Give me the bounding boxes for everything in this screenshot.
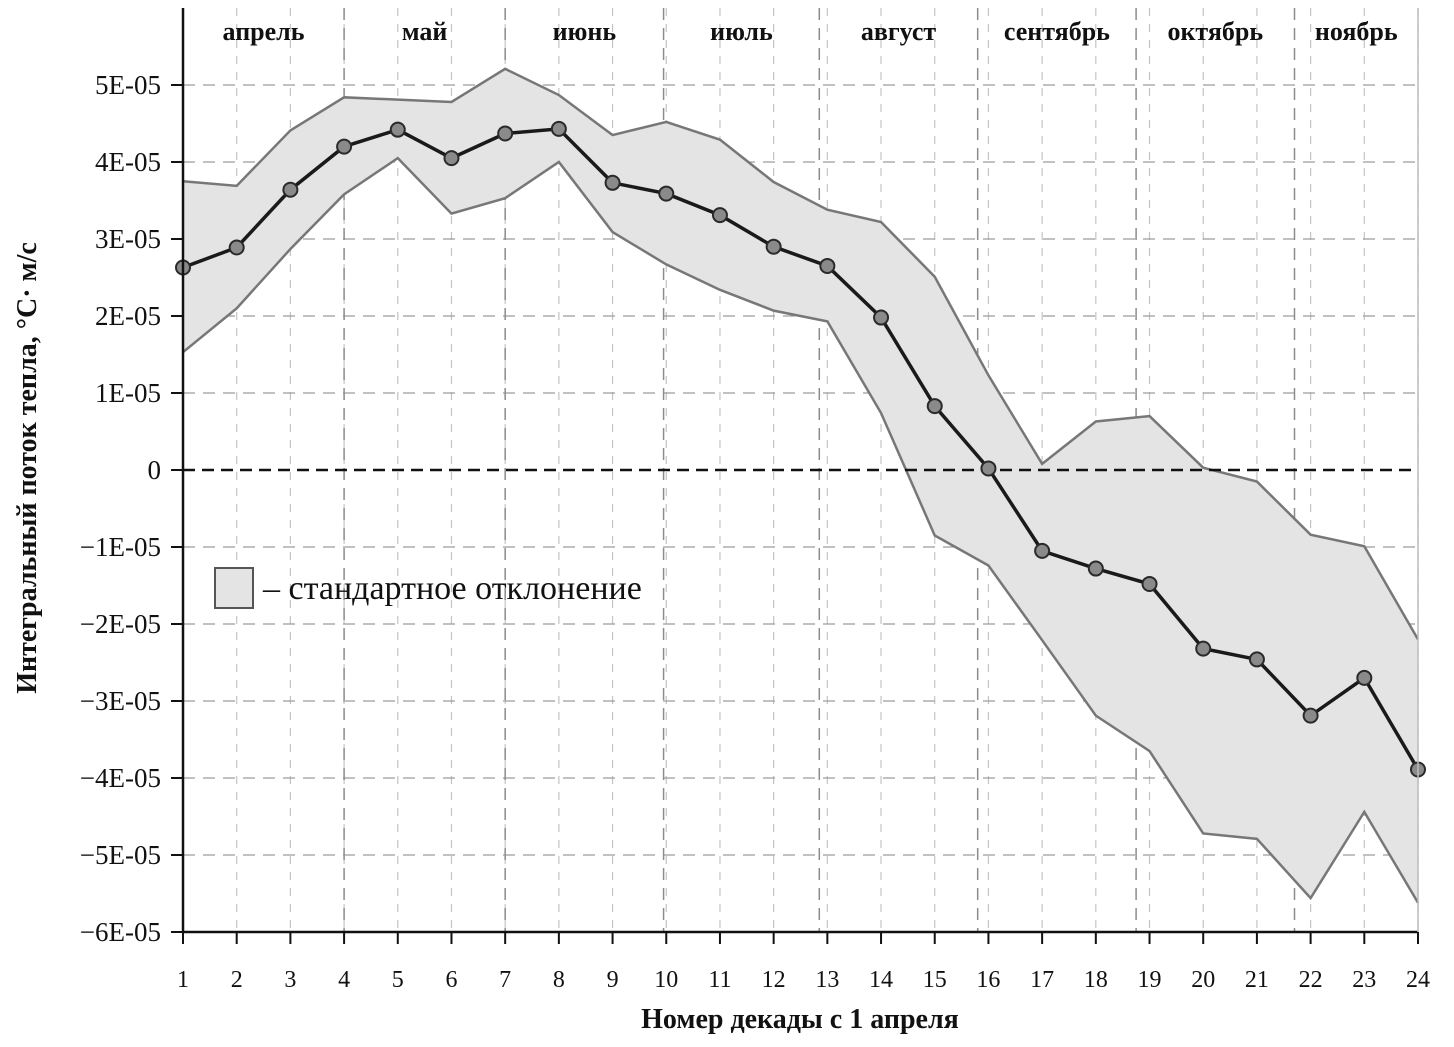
- y-tick-label: −1E-05: [80, 532, 161, 562]
- mean-line: [182, 127, 1420, 771]
- std-band-area: [183, 68, 1418, 903]
- legend-label: – стандартное отклонение: [262, 570, 642, 607]
- x-tick-label: 20: [1191, 967, 1215, 993]
- x-tick-label: 6: [445, 967, 457, 993]
- y-tick-label: 5E-05: [95, 70, 161, 100]
- x-tick-label: 18: [1084, 967, 1108, 993]
- month-label: сентябрь: [1004, 17, 1110, 46]
- y-tick-label: 0: [148, 455, 162, 485]
- y-axis-title: Интегральный поток тепла, °С· м/с: [12, 242, 43, 694]
- axis-labels: 5E-05 4E-05 3E-05 2E-05 1E-05 0 −1E-05 −2E-05 −3…: [80, 17, 1430, 993]
- legend-swatch: [214, 567, 254, 609]
- data-point: [604, 174, 621, 191]
- y-tick-label: −5E-05: [80, 840, 161, 870]
- x-tick-label: 5: [392, 967, 404, 993]
- data-point: [1248, 651, 1265, 668]
- month-label: октябрь: [1167, 17, 1263, 46]
- data-point: [1195, 640, 1212, 657]
- legend: – стандартное отклонение: [214, 567, 642, 609]
- month-label: май: [402, 17, 448, 46]
- data-point: [980, 460, 997, 477]
- data-point: [497, 125, 514, 142]
- x-tick-label: 14: [869, 967, 893, 993]
- data-point: [1141, 575, 1158, 592]
- x-tick-label: 10: [654, 967, 678, 993]
- x-tick-label: 12: [762, 967, 786, 993]
- x-tick-label: 23: [1352, 967, 1376, 993]
- data-point: [658, 185, 675, 202]
- y-tick-label: −3E-05: [80, 686, 161, 716]
- y-tick-label: −4E-05: [80, 763, 161, 793]
- x-tick-label: 13: [815, 967, 839, 993]
- x-tick-label: 1: [177, 967, 189, 993]
- month-label: апрель: [223, 17, 305, 46]
- x-tick-label: 21: [1245, 967, 1269, 993]
- data-point: [711, 207, 728, 224]
- y-tick-label: −6E-05: [80, 917, 161, 947]
- axes: [171, 8, 1419, 944]
- x-tick-label: 2: [231, 967, 243, 993]
- x-tick-label: 8: [553, 967, 565, 993]
- x-tick-label: 3: [284, 967, 296, 993]
- data-point: [873, 309, 890, 326]
- x-tick-label: 4: [338, 967, 350, 993]
- month-label: август: [861, 17, 937, 46]
- data-point: [550, 120, 567, 137]
- data-point: [1087, 560, 1104, 577]
- y-tick-label: 1E-05: [95, 378, 161, 408]
- mean-series: [175, 120, 1426, 778]
- x-tick-label: 15: [923, 967, 947, 993]
- data-point: [443, 150, 460, 167]
- data-point: [282, 181, 299, 198]
- data-point: [819, 257, 836, 274]
- data-point: [228, 239, 245, 256]
- std-band-lower: [182, 156, 1420, 904]
- data-point: [336, 138, 353, 155]
- x-axis-title: Номер декады с 1 апреля: [641, 1004, 959, 1035]
- month-label: ноябрь: [1315, 17, 1398, 46]
- data-point: [389, 121, 406, 138]
- data-point: [765, 238, 782, 255]
- y-tick-label: 4E-05: [95, 147, 161, 177]
- data-point: [1302, 707, 1319, 724]
- y-tick-label: 3E-05: [95, 224, 161, 254]
- x-tick-label: 9: [607, 967, 619, 993]
- x-tick-label: 11: [708, 967, 731, 993]
- x-tick-label: 22: [1299, 967, 1323, 993]
- data-point: [1356, 669, 1373, 686]
- y-tick-label: −2E-05: [80, 609, 161, 639]
- month-label: июнь: [553, 17, 617, 46]
- x-tick-label: 19: [1138, 967, 1162, 993]
- x-tick-label: 16: [976, 967, 1000, 993]
- data-point: [926, 398, 943, 415]
- y-tick-label: 2E-05: [95, 301, 161, 331]
- x-tick-label: 7: [499, 967, 511, 993]
- month-label: июль: [710, 17, 773, 46]
- data-point: [1034, 542, 1051, 559]
- x-tick-label: 24: [1406, 967, 1430, 993]
- x-tick-label: 17: [1030, 967, 1054, 993]
